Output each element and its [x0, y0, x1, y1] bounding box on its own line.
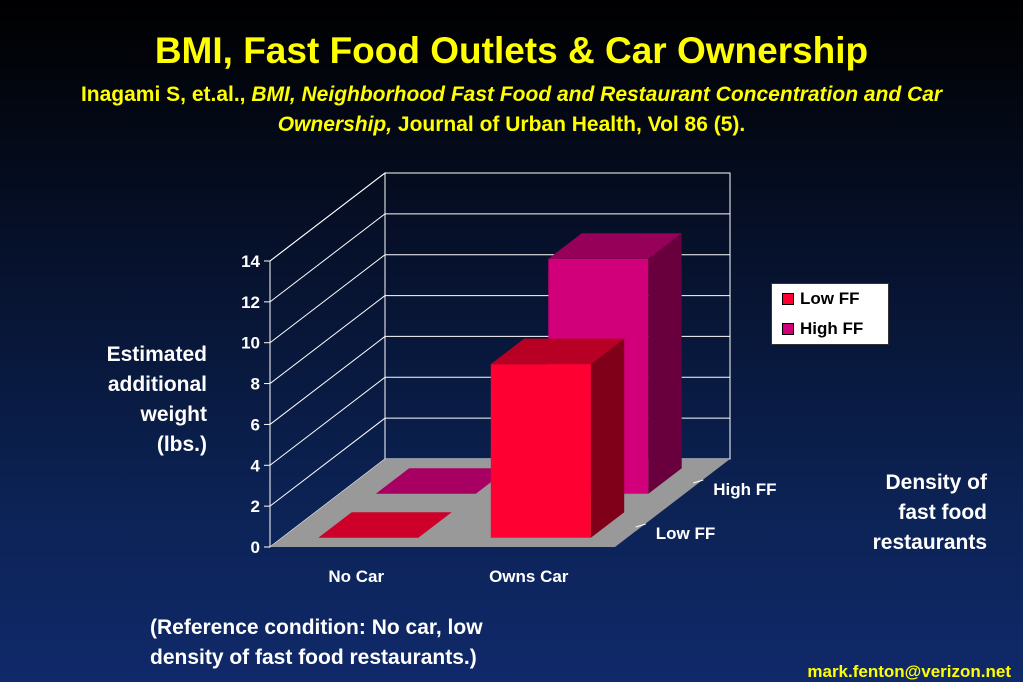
legend-swatch-high-ff — [782, 323, 794, 335]
bar-high-ff-no-car-top — [375, 468, 510, 494]
gridline-side — [269, 295, 386, 384]
y-tick-label: 8 — [251, 375, 260, 394]
y-axis-label: Estimated additional weight (lbs.) — [60, 340, 207, 460]
y-tick-label: 4 — [251, 456, 261, 475]
y-tick-label: 14 — [241, 252, 260, 271]
x-category-label: No Car — [328, 567, 384, 586]
depth-axis-label-line: fast food — [898, 501, 987, 524]
gridline-side — [269, 172, 386, 262]
y-axis-label-line: weight — [140, 403, 208, 426]
depth-tick-mark — [693, 479, 704, 484]
legend-swatch-low-ff — [782, 293, 794, 305]
bar-low-ff-owns-car-top — [490, 338, 625, 365]
reference-note-line: density of fast food restaurants.) — [150, 646, 477, 669]
citation: Inagami S, et.al., BMI, Neighborhood Fas… — [60, 80, 963, 140]
reference-note-line: (Reference condition: No car, low — [150, 616, 483, 639]
y-tick-label: 10 — [241, 334, 260, 353]
depth-tick-mark — [635, 523, 646, 528]
chart-legend: Low FF High FF — [771, 283, 889, 345]
gridline-side — [269, 336, 386, 425]
bar-low-ff-no-car-top — [318, 512, 452, 538]
gridline-side — [269, 376, 386, 466]
depth-category-label: High FF — [713, 480, 776, 499]
legend-entry-low-ff: Low FF — [782, 288, 859, 310]
reference-note: (Reference condition: No car, low densit… — [150, 613, 570, 673]
y-axis-label-line: additional — [107, 373, 207, 396]
gridline-side — [269, 417, 386, 507]
y-tick-label: 2 — [251, 497, 260, 516]
author-email: mark.fenton@verizon.net — [807, 662, 1011, 681]
citation-journal: Journal of Urban Health, Vol 86 (5). — [397, 113, 746, 136]
bar-low-ff-owns-car-side — [590, 338, 625, 538]
bar-low-ff-owns-car — [490, 364, 591, 538]
y-tick-label: 12 — [241, 293, 260, 312]
y-axis-label-line: (lbs.) — [156, 433, 207, 456]
depth-axis-label-line: Density of — [885, 471, 987, 494]
y-tick-label: 0 — [251, 538, 260, 557]
y-tick-label: 6 — [251, 415, 260, 434]
bar-high-ff-owns-car-top — [548, 233, 682, 259]
legend-label-low-ff: Low FF — [800, 289, 860, 308]
depth-axis-label: Density of fast food restaurants — [830, 468, 987, 558]
y-axis-label-line: Estimated — [106, 343, 207, 366]
citation-authors: Inagami S, et.al., — [80, 83, 246, 106]
legend-label-high-ff: High FF — [800, 319, 864, 338]
depth-axis-label-line: restaurants — [872, 531, 987, 554]
citation-article-title: BMI, Neighborhood Fast Food and Restaura… — [251, 83, 943, 136]
gridline-side — [269, 254, 386, 344]
depth-category-label: Low FF — [656, 524, 715, 543]
legend-entry-high-ff: High FF — [782, 318, 863, 340]
x-category-label: Owns Car — [489, 567, 569, 586]
bar-high-ff-owns-car-side — [648, 233, 682, 494]
gridline-side — [269, 213, 386, 303]
slide-title: BMI, Fast Food Outlets & Car Ownership — [154, 30, 869, 71]
